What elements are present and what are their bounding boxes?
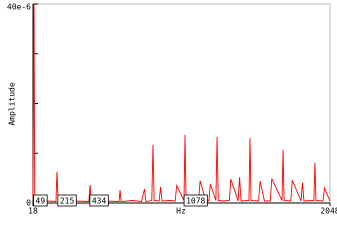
marker-box — [57, 194, 77, 207]
x-axis-label: Hz — [176, 207, 186, 216]
marker-label: 1078 — [186, 197, 205, 206]
chart: Amplitude Hz 0 40e-6 18 2048 49 215 434 1078 — [7, 3, 337, 216]
marker-label: 49 — [36, 197, 46, 206]
marker-label: 434 — [92, 197, 107, 206]
marker-box — [33, 194, 48, 207]
plot-frame — [32, 3, 331, 204]
y-tick-label: 0 — [26, 199, 31, 208]
x-tick-label: 2048 — [320, 207, 337, 216]
y-axis-label: Amplitude — [8, 82, 17, 126]
page: {"chart_data": { "type": "line", "x_labe… — [6, 2, 337, 216]
y-tick-label: 40e-6 — [7, 3, 31, 12]
marker-box — [89, 194, 109, 207]
marker-label: 215 — [60, 197, 75, 206]
marker-box — [183, 194, 208, 207]
x-tick-label: 18 — [28, 207, 38, 216]
